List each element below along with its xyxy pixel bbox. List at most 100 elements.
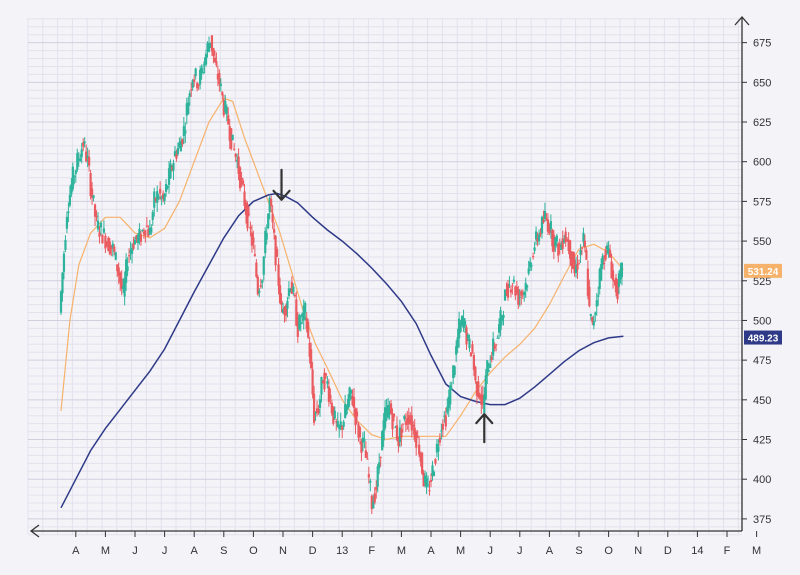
candle: [135, 234, 138, 243]
candle: [110, 245, 113, 257]
candle: [397, 436, 400, 453]
candle: [425, 472, 428, 495]
candle: [363, 431, 366, 449]
candle: [601, 253, 604, 270]
candle: [341, 425, 344, 439]
candle: [607, 240, 610, 258]
candle: [552, 229, 555, 260]
candle: [157, 193, 160, 201]
candle: [560, 241, 563, 251]
candle: [296, 311, 299, 344]
candle: [379, 456, 382, 467]
candle: [548, 223, 551, 236]
candle: [576, 254, 579, 279]
candle: [564, 227, 567, 247]
candle: [434, 458, 437, 466]
candle: [509, 285, 513, 298]
candle: [267, 213, 270, 230]
candle: [76, 148, 79, 173]
candle: [113, 244, 116, 256]
candle: [369, 478, 372, 492]
x-tick-label: J: [517, 545, 523, 557]
candle: [582, 227, 585, 247]
candle: [342, 419, 345, 430]
candle: [428, 480, 431, 496]
candle: [283, 306, 286, 323]
candle: [355, 407, 359, 424]
candle: [133, 236, 137, 245]
candle: [99, 220, 103, 236]
candle: [474, 365, 477, 384]
candle: [102, 220, 106, 235]
candle: [117, 262, 120, 285]
candle: [96, 212, 100, 232]
candle: [207, 36, 211, 53]
candle: [423, 470, 427, 488]
candle: [233, 143, 236, 151]
candle: [567, 232, 570, 255]
candle: [244, 199, 248, 224]
candle: [126, 257, 129, 277]
candle: [455, 340, 458, 362]
candle: [138, 223, 141, 245]
candle: [480, 386, 483, 414]
candle: [210, 35, 214, 57]
candle: [432, 470, 436, 477]
candle: [219, 78, 222, 92]
candle: [209, 42, 212, 49]
candle: [573, 252, 576, 277]
candle: [301, 312, 304, 325]
candle: [537, 229, 541, 245]
candle: [440, 423, 443, 440]
candle: [241, 178, 245, 187]
x-tick-label: M: [397, 545, 406, 557]
candle: [409, 412, 412, 425]
candle: [583, 234, 587, 253]
y-tick-label: 425: [753, 435, 771, 447]
candle: [237, 148, 240, 181]
candle: [64, 235, 67, 253]
candle: [129, 241, 132, 260]
candle: [299, 314, 302, 332]
candle: [392, 413, 396, 422]
candle: [89, 169, 92, 200]
candle: [302, 299, 305, 330]
y-tick-label: 525: [753, 276, 771, 288]
candle: [154, 197, 157, 203]
candle: [574, 256, 578, 278]
candle: [468, 334, 471, 352]
candle: [238, 166, 242, 192]
x-axis-arrow-icon: [29, 524, 40, 538]
candle: [166, 185, 169, 190]
candle: [611, 263, 615, 289]
candle: [597, 286, 600, 306]
candle: [431, 460, 434, 481]
candle: [167, 161, 171, 194]
long-moving-average-line: [60, 192, 624, 509]
y-tick-label: 550: [753, 236, 771, 248]
candle: [460, 315, 464, 327]
candle: [367, 466, 370, 484]
x-tick-label: J: [132, 545, 138, 557]
x-tick-label: F: [368, 545, 375, 557]
candle: [459, 319, 462, 333]
candle: [277, 258, 280, 295]
candle: [153, 187, 156, 217]
candle: [132, 236, 135, 251]
candle: [265, 224, 268, 245]
candle: [338, 424, 341, 438]
candle: [483, 387, 486, 415]
candle: [418, 436, 421, 458]
candle: [530, 262, 533, 271]
candle: [159, 181, 162, 201]
candle: [170, 164, 174, 172]
candle: [142, 227, 145, 239]
candle: [320, 376, 323, 403]
candle: [151, 209, 154, 226]
candle: [426, 475, 430, 488]
candle: [495, 343, 498, 352]
candle: [268, 196, 271, 220]
candle: [403, 414, 406, 422]
candle: [619, 262, 622, 284]
candle: [286, 296, 289, 318]
